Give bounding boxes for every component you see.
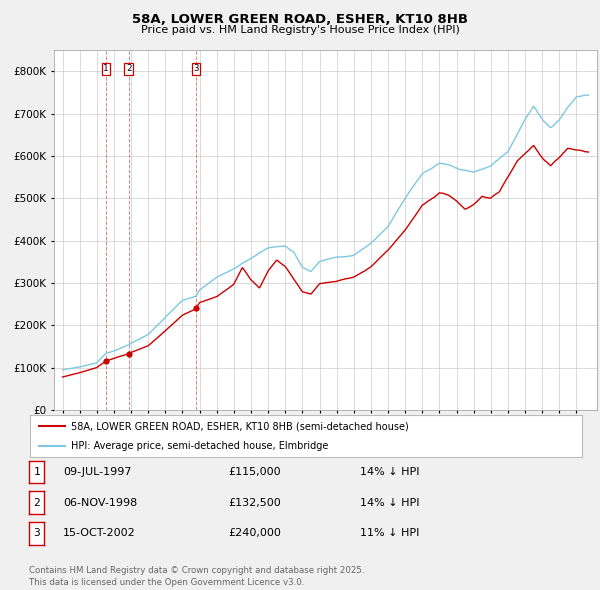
Text: 3: 3: [193, 64, 199, 73]
Text: 11% ↓ HPI: 11% ↓ HPI: [360, 529, 419, 538]
Text: 14% ↓ HPI: 14% ↓ HPI: [360, 467, 419, 477]
Text: 58A, LOWER GREEN ROAD, ESHER, KT10 8HB: 58A, LOWER GREEN ROAD, ESHER, KT10 8HB: [132, 13, 468, 26]
Text: 1: 1: [33, 467, 40, 477]
Text: 2: 2: [33, 498, 40, 507]
Text: 06-NOV-1998: 06-NOV-1998: [63, 498, 137, 507]
Text: 09-JUL-1997: 09-JUL-1997: [63, 467, 131, 477]
Text: HPI: Average price, semi-detached house, Elmbridge: HPI: Average price, semi-detached house,…: [71, 441, 329, 451]
Text: £132,500: £132,500: [228, 498, 281, 507]
Text: Contains HM Land Registry data © Crown copyright and database right 2025.
This d: Contains HM Land Registry data © Crown c…: [29, 566, 364, 587]
Text: 15-OCT-2002: 15-OCT-2002: [63, 529, 136, 538]
Text: 2: 2: [126, 64, 131, 73]
Text: 14% ↓ HPI: 14% ↓ HPI: [360, 498, 419, 507]
Text: £115,000: £115,000: [228, 467, 281, 477]
Text: £240,000: £240,000: [228, 529, 281, 538]
Text: 3: 3: [33, 529, 40, 538]
Text: Price paid vs. HM Land Registry's House Price Index (HPI): Price paid vs. HM Land Registry's House …: [140, 25, 460, 35]
Text: 58A, LOWER GREEN ROAD, ESHER, KT10 8HB (semi-detached house): 58A, LOWER GREEN ROAD, ESHER, KT10 8HB (…: [71, 421, 409, 431]
Text: 1: 1: [103, 64, 109, 73]
